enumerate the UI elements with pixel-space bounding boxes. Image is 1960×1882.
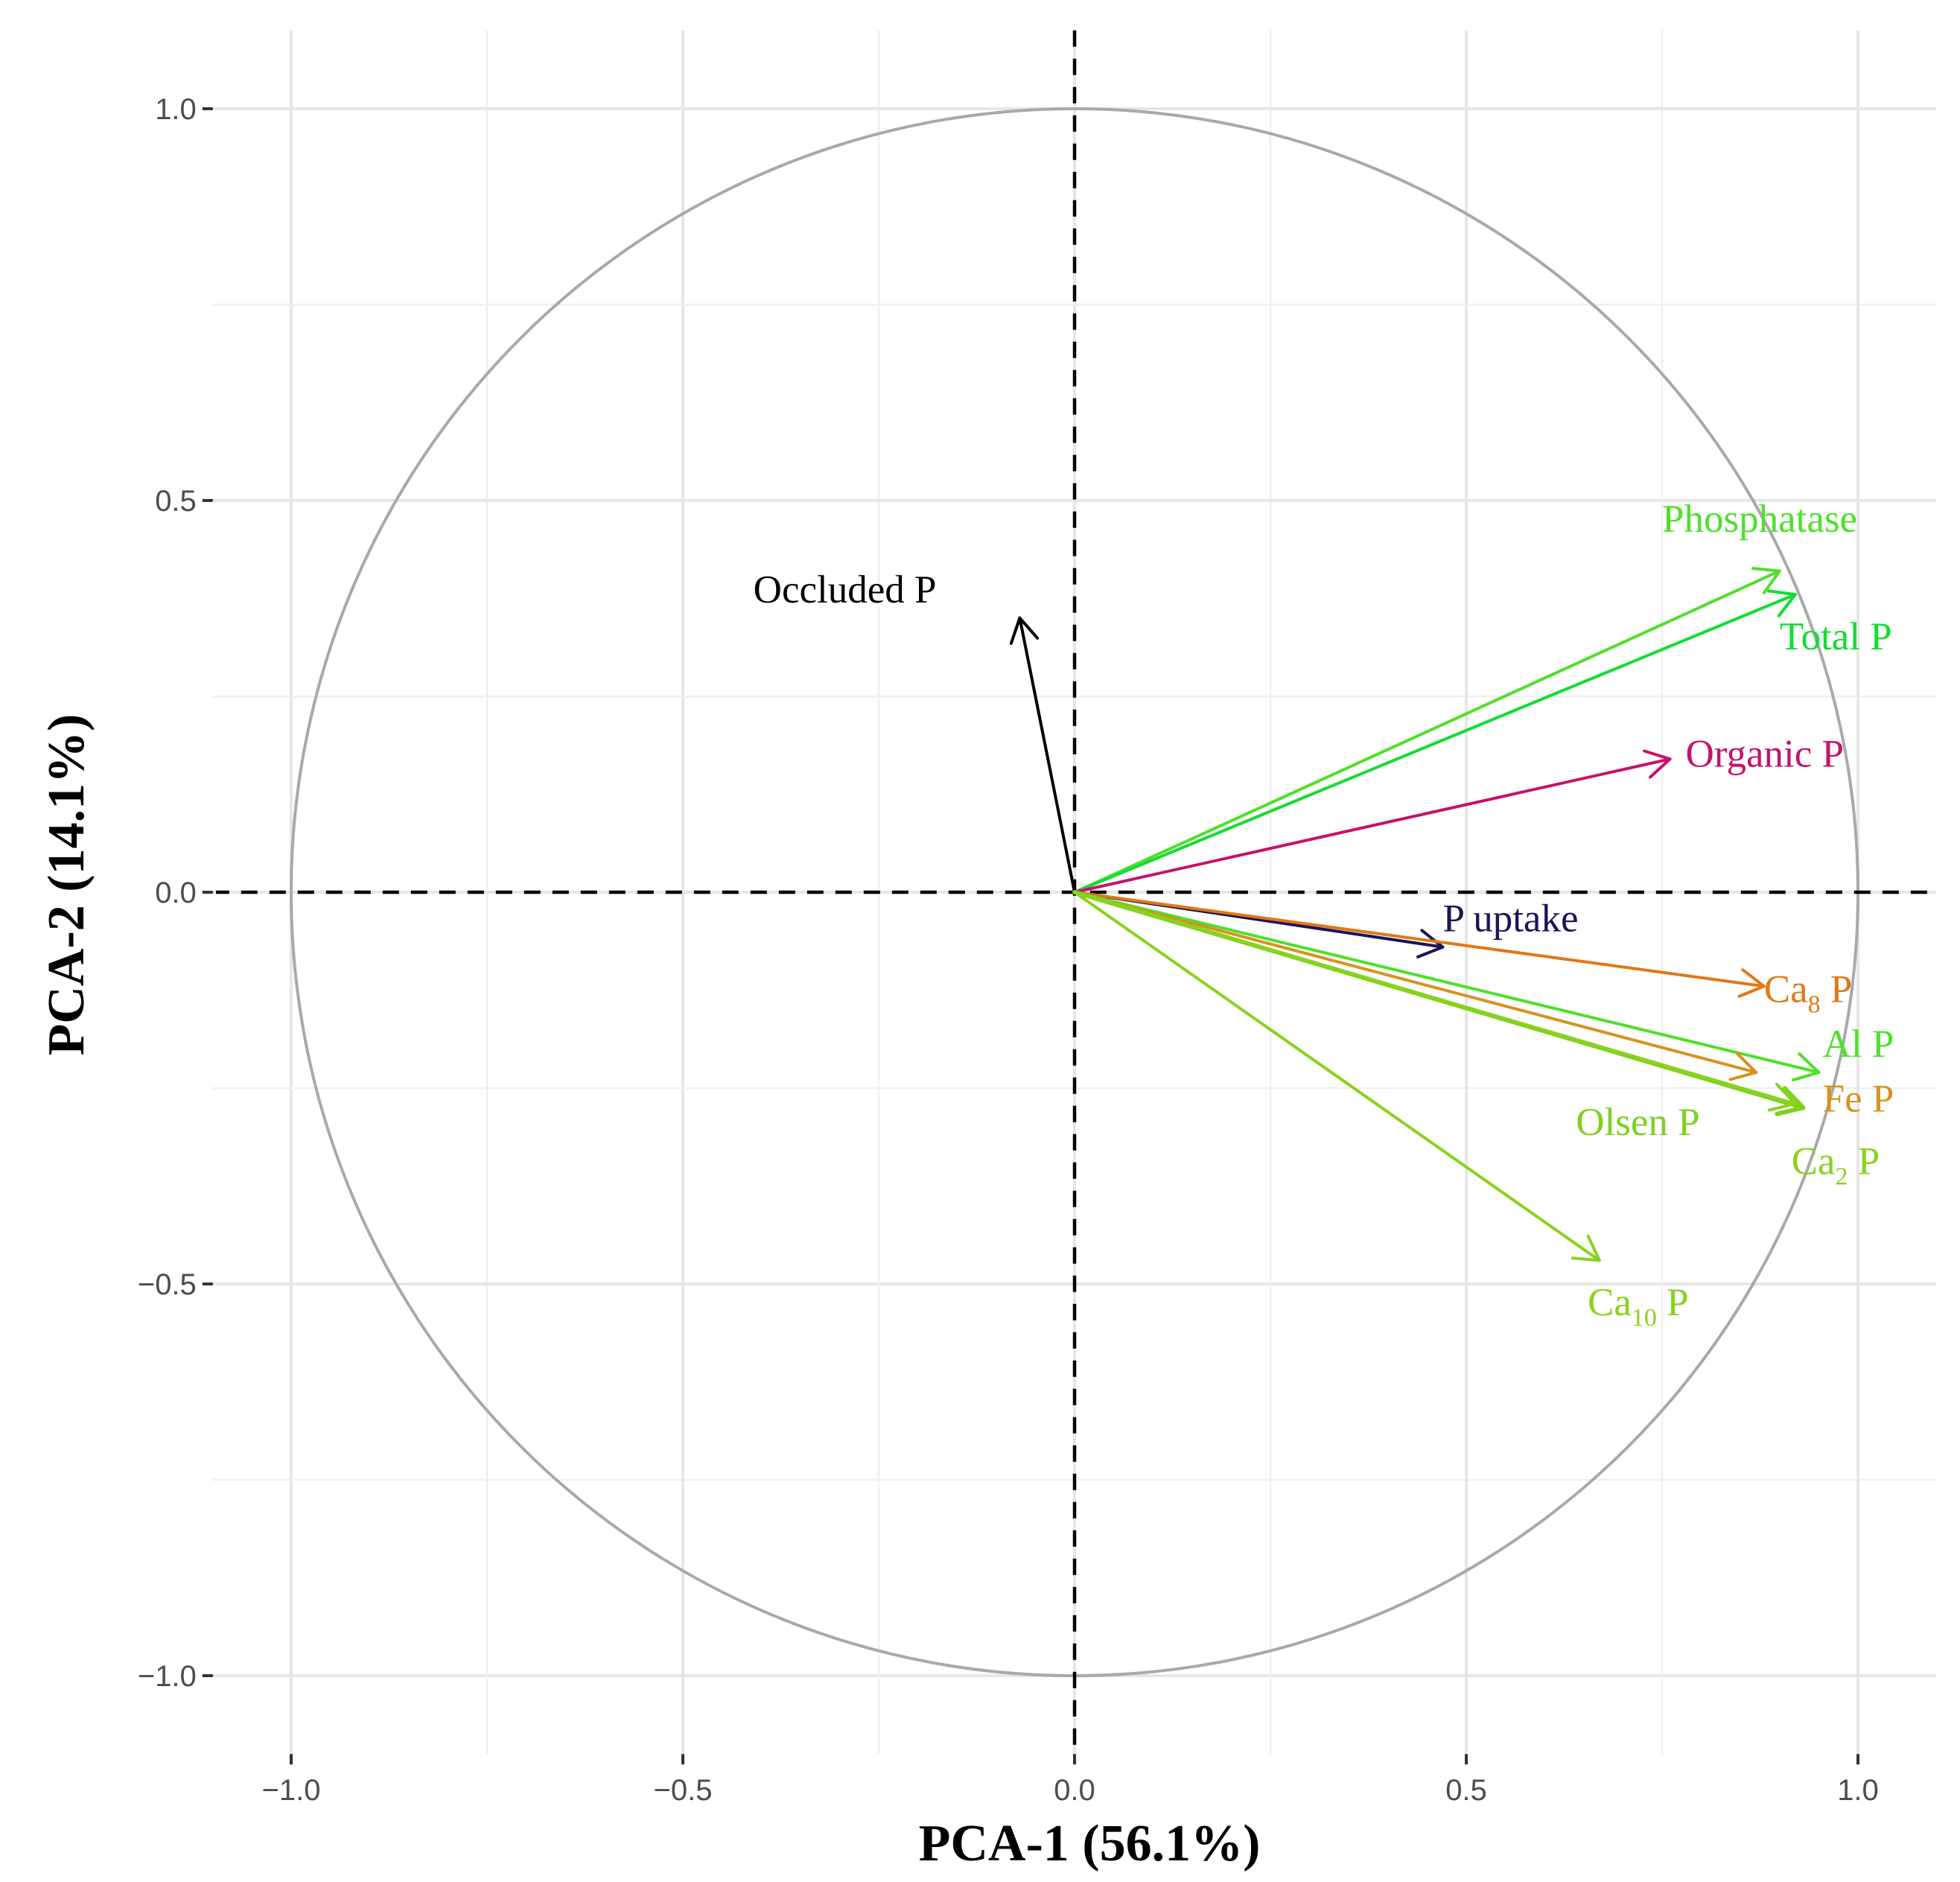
x-tick-label: 1.0 <box>1837 1774 1879 1807</box>
label-ca10-p: Ca10 P <box>1588 1281 1689 1332</box>
y-tick-label: 0.5 <box>155 485 197 518</box>
arrowhead-fe-p <box>1728 1052 1758 1081</box>
y-tick-label: 0.0 <box>155 877 197 909</box>
label-organic-p: Organic P <box>1686 733 1844 776</box>
arrowhead-al-p <box>1791 1052 1821 1082</box>
x-axis-title: PCA-1 (56.1%) <box>919 1815 1261 1872</box>
label-p-uptake: P uptake <box>1442 897 1578 941</box>
x-tick-label: 0.0 <box>1054 1774 1095 1807</box>
arrowhead-total-p <box>1767 589 1797 617</box>
vector-ca2-p <box>1073 891 1797 1106</box>
arrowhead-organic-p <box>1643 749 1672 779</box>
arrowhead-ca10-p <box>1571 1234 1601 1262</box>
arrowhead-phosphatase <box>1751 567 1781 594</box>
y-tick-label: −0.5 <box>138 1268 197 1301</box>
label-al-p: Al P <box>1823 1023 1894 1066</box>
vector-fe-p <box>1073 891 1758 1074</box>
x-tick-label: 0.5 <box>1445 1774 1487 1807</box>
label-phosphatase: Phosphatase <box>1662 497 1857 541</box>
vector-al-p <box>1073 891 1821 1074</box>
axes: −1.0 −0.5 0.0 0.5 1.0 −1.0 −0.5 0.0 0.5 1.0 <box>138 93 1879 1807</box>
label-ca2-p: Ca2 P <box>1792 1140 1880 1191</box>
arrowhead-olsen-p <box>1775 1086 1806 1116</box>
vector-organic-p <box>1073 757 1672 894</box>
vector-labels: Phosphatase Total P Organic P Occluded P P u… <box>754 497 1894 1332</box>
y-tick-label: −1.0 <box>138 1660 197 1693</box>
loading-vectors <box>1009 567 1821 1262</box>
arrowhead-ca8-p <box>1737 968 1766 998</box>
vector-total-p <box>1073 593 1797 894</box>
x-tick-label: −1.0 <box>262 1774 321 1807</box>
y-tick-label: 1.0 <box>155 93 197 126</box>
arrowhead-ca2-p <box>1767 1082 1797 1112</box>
arrowhead-occluded-p <box>1009 616 1040 645</box>
y-axis-title: PCA-2 (14.1%) <box>38 714 95 1056</box>
vector-ca10-p <box>1073 891 1601 1262</box>
x-tick-label: −0.5 <box>654 1774 713 1807</box>
label-fe-p: Fe P <box>1823 1078 1894 1121</box>
vector-ca8-p <box>1073 891 1766 988</box>
vector-phosphatase <box>1073 569 1781 894</box>
vector-occluded-p <box>1018 616 1076 894</box>
label-olsen-p: Olsen P <box>1576 1101 1699 1144</box>
label-occluded-p: Occluded P <box>754 568 937 611</box>
label-ca8-p: Ca8 P <box>1764 967 1853 1018</box>
arrowhead-p-uptake <box>1416 929 1445 959</box>
label-total-p: Total P <box>1780 615 1892 658</box>
